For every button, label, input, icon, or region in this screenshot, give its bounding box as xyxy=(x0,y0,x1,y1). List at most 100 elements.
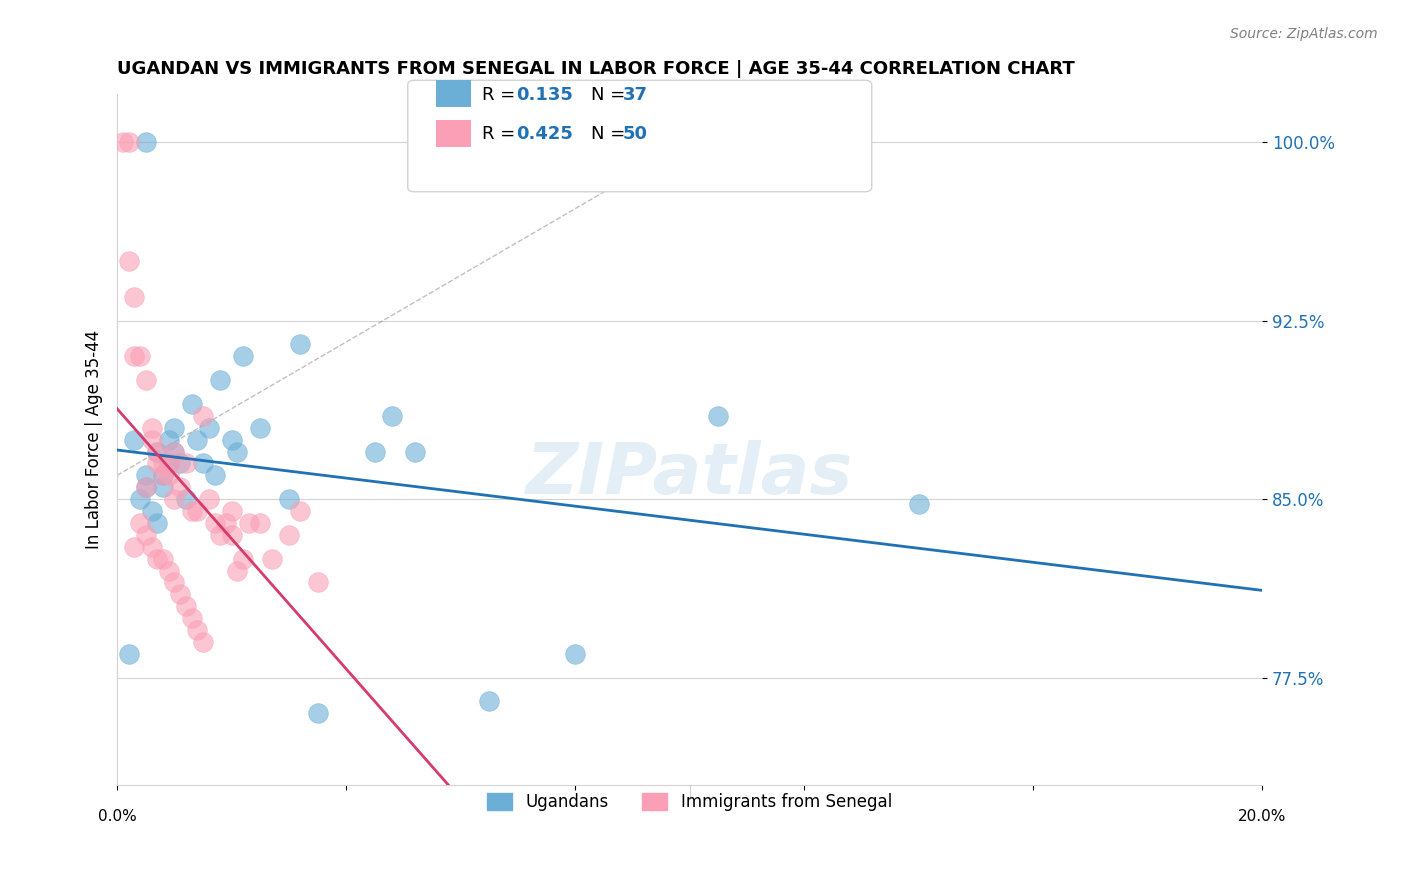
Point xyxy=(197,420,219,434)
Text: 50: 50 xyxy=(623,125,648,143)
Point xyxy=(290,337,312,351)
Point xyxy=(141,420,163,434)
Point xyxy=(191,635,214,649)
Point xyxy=(135,135,157,149)
Legend: Ugandans, Immigrants from Senegal: Ugandans, Immigrants from Senegal xyxy=(481,787,898,818)
Point xyxy=(381,409,404,423)
Point xyxy=(204,468,226,483)
Point xyxy=(157,468,180,483)
Point xyxy=(117,647,139,661)
Point xyxy=(226,564,249,578)
Point xyxy=(364,444,387,458)
Point xyxy=(180,397,202,411)
Point xyxy=(707,409,730,423)
Text: N =: N = xyxy=(591,87,630,104)
Point xyxy=(249,516,271,530)
Text: 0.425: 0.425 xyxy=(516,125,572,143)
Text: 20.0%: 20.0% xyxy=(1237,809,1286,823)
Point xyxy=(163,444,186,458)
Point xyxy=(186,433,208,447)
Point xyxy=(180,611,202,625)
Point xyxy=(277,528,299,542)
Text: R =: R = xyxy=(482,125,522,143)
Point xyxy=(152,551,174,566)
Point xyxy=(907,497,929,511)
Point xyxy=(197,492,219,507)
Point xyxy=(307,575,329,590)
Point xyxy=(186,623,208,637)
Point xyxy=(215,516,238,530)
Point xyxy=(260,551,283,566)
Point xyxy=(169,457,191,471)
Point xyxy=(174,492,197,507)
Point xyxy=(174,457,197,471)
Point xyxy=(135,528,157,542)
Point xyxy=(157,564,180,578)
Point xyxy=(135,373,157,387)
Point xyxy=(135,468,157,483)
Point xyxy=(124,349,146,363)
Point xyxy=(124,540,146,554)
Point xyxy=(146,457,169,471)
Point xyxy=(152,468,174,483)
Text: N =: N = xyxy=(591,125,630,143)
Point xyxy=(135,480,157,494)
Text: R =: R = xyxy=(482,87,522,104)
Point xyxy=(169,480,191,494)
Point xyxy=(226,444,249,458)
Point xyxy=(141,433,163,447)
Point xyxy=(174,599,197,614)
Point xyxy=(129,492,152,507)
Point xyxy=(307,706,329,721)
Point xyxy=(249,420,271,434)
Point xyxy=(232,349,254,363)
Point xyxy=(146,516,169,530)
Point xyxy=(135,480,157,494)
Point xyxy=(163,492,186,507)
Point xyxy=(404,444,426,458)
Point xyxy=(186,504,208,518)
Y-axis label: In Labor Force | Age 35-44: In Labor Force | Age 35-44 xyxy=(86,330,103,549)
Point xyxy=(152,480,174,494)
Point xyxy=(290,504,312,518)
Point xyxy=(191,457,214,471)
Point xyxy=(221,433,243,447)
Point xyxy=(146,444,169,458)
Text: 0.0%: 0.0% xyxy=(98,809,136,823)
Point xyxy=(238,516,260,530)
Point xyxy=(163,420,186,434)
Text: UGANDAN VS IMMIGRANTS FROM SENEGAL IN LABOR FORCE | AGE 35-44 CORRELATION CHART: UGANDAN VS IMMIGRANTS FROM SENEGAL IN LA… xyxy=(117,60,1076,78)
Text: 0.135: 0.135 xyxy=(516,87,572,104)
Point xyxy=(157,457,180,471)
Point xyxy=(232,551,254,566)
Point xyxy=(478,694,501,708)
Point xyxy=(180,504,202,518)
Point xyxy=(146,551,169,566)
Text: 37: 37 xyxy=(623,87,648,104)
Point xyxy=(124,433,146,447)
Point xyxy=(111,135,134,149)
Point xyxy=(169,587,191,601)
Text: ZIPatlas: ZIPatlas xyxy=(526,440,853,508)
Point xyxy=(191,409,214,423)
Point xyxy=(209,373,232,387)
Point xyxy=(146,444,169,458)
Point xyxy=(129,516,152,530)
Point xyxy=(163,575,186,590)
Point xyxy=(163,444,186,458)
Point xyxy=(129,349,152,363)
Point xyxy=(141,504,163,518)
Point xyxy=(117,135,139,149)
Point xyxy=(221,528,243,542)
Point xyxy=(152,468,174,483)
Point xyxy=(277,492,299,507)
Point xyxy=(209,528,232,542)
Point xyxy=(141,540,163,554)
Point xyxy=(152,457,174,471)
Point xyxy=(204,516,226,530)
Point xyxy=(124,290,146,304)
Text: Source: ZipAtlas.com: Source: ZipAtlas.com xyxy=(1230,27,1378,41)
Point xyxy=(117,254,139,268)
Point xyxy=(157,433,180,447)
Point xyxy=(157,457,180,471)
